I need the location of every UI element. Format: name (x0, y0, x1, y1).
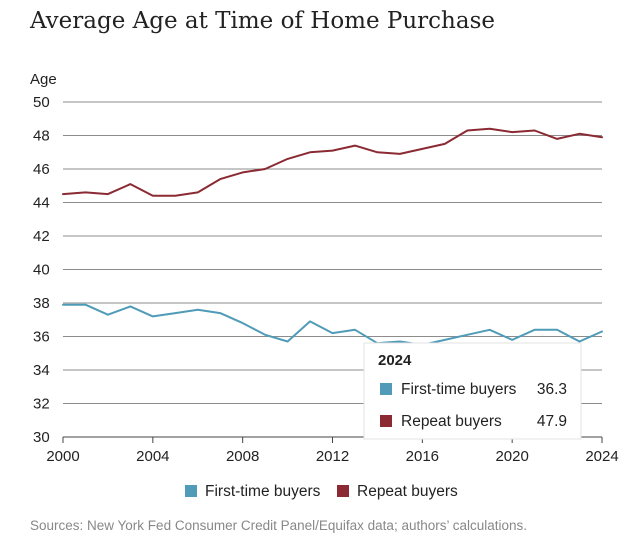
gridlines (63, 101, 602, 438)
legend-swatch (185, 485, 197, 497)
tooltip-swatch (380, 415, 392, 427)
legend-label: First-time buyers (205, 483, 321, 500)
tooltip-label: Repeat buyers (401, 413, 502, 430)
hover-tooltip: 2024 First-time buyers 36.3 Repeat buyers 4… (363, 342, 582, 440)
y-tick-label: 38 (33, 295, 50, 312)
tooltip-title: 2024 (378, 352, 412, 369)
series-lines (62, 127, 603, 346)
legend-swatch (337, 485, 349, 497)
x-tick-label: 2012 (316, 448, 349, 465)
series-line-repeat (62, 127, 603, 197)
tooltip-box (363, 342, 582, 440)
x-tick-label: 2024 (585, 448, 618, 465)
x-tick-label: 2000 (46, 448, 79, 465)
x-tick-label: 2020 (495, 448, 528, 465)
x-tick-label: 2016 (406, 448, 439, 465)
y-axis-label: Age (30, 71, 57, 88)
tooltip-value: 47.9 (537, 413, 567, 430)
y-tick-label: 32 (33, 396, 50, 413)
y-tick-labels: 30 32 34 36 38 40 42 44 46 48 50 (33, 94, 50, 446)
x-tick-label: 2008 (226, 448, 259, 465)
y-tick-label: 42 (33, 228, 50, 245)
chart-legend: First-time buyers Repeat buyers (185, 483, 458, 500)
y-tick-label: 50 (33, 94, 50, 111)
tooltip-value: 36.3 (537, 381, 567, 398)
tooltip-items: First-time buyers 36.3 Repeat buyers 47.9 (380, 381, 567, 430)
tooltip-swatch (380, 383, 392, 395)
source-note: Sources: New York Fed Consumer Credit Pa… (30, 518, 528, 533)
legend-label: Repeat buyers (357, 483, 458, 500)
y-tick-label: 48 (33, 128, 50, 145)
x-tick-labels: 2000 2004 2008 2012 2016 2020 2024 (46, 436, 619, 465)
y-tick-label: 36 (33, 329, 50, 346)
y-tick-label: 30 (33, 429, 50, 446)
chart-title: Average Age at Time of Home Purchase (30, 8, 495, 34)
y-tick-label: 44 (33, 195, 50, 212)
y-tick-label: 34 (33, 362, 50, 379)
x-tick-label: 2004 (136, 448, 169, 465)
tooltip-label: First-time buyers (401, 381, 517, 398)
y-tick-label: 40 (33, 262, 50, 279)
series-line-first-time (62, 303, 603, 346)
y-tick-label: 46 (33, 161, 50, 178)
